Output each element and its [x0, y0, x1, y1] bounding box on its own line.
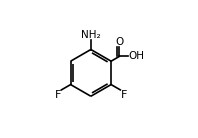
Text: OH: OH: [129, 51, 145, 61]
Text: F: F: [121, 90, 127, 100]
Text: F: F: [54, 90, 61, 100]
Text: O: O: [115, 37, 124, 47]
Text: NH₂: NH₂: [81, 30, 101, 39]
